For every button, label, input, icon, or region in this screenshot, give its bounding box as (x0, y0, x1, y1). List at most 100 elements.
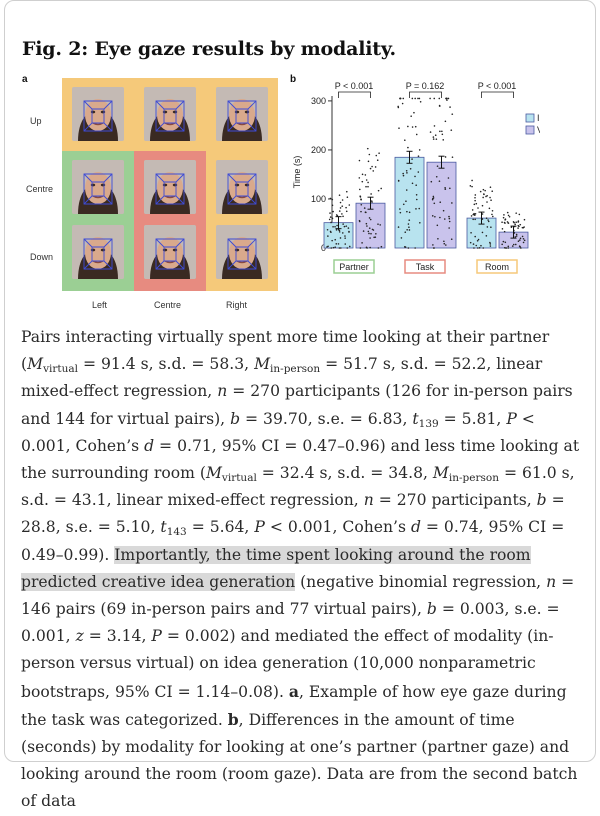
data-point (442, 139, 445, 141)
data-point (515, 233, 518, 236)
col-label-centre: Centre (154, 300, 182, 310)
caption-math: P (506, 409, 517, 428)
data-point (485, 195, 487, 198)
caption-text: < 0.001, Cohen’s (21, 409, 535, 455)
data-point (401, 102, 404, 105)
data-point (367, 181, 369, 184)
data-point (449, 106, 451, 108)
category-label: Task (416, 262, 435, 272)
legend-swatch (525, 113, 535, 123)
data-point (337, 243, 340, 245)
data-point (436, 165, 439, 167)
data-point (481, 213, 484, 215)
data-point (415, 133, 418, 136)
data-point (443, 218, 446, 220)
data-point (368, 227, 371, 229)
data-point (411, 158, 413, 160)
data-point (489, 245, 492, 247)
caption-math: n (546, 572, 557, 591)
data-point (501, 221, 503, 224)
category-box (476, 259, 518, 274)
face-thumbnail (144, 225, 196, 279)
data-point (477, 207, 479, 209)
data-point (405, 169, 408, 172)
data-point (359, 196, 362, 198)
caption-text: = 0.003, s.e. = 0.001, (21, 600, 560, 646)
data-point (403, 246, 406, 248)
data-point (475, 202, 478, 205)
data-point (365, 211, 367, 214)
data-point (344, 237, 346, 239)
data-point (451, 156, 454, 158)
data-point (441, 130, 443, 133)
data-point (484, 189, 486, 192)
data-point (360, 210, 362, 213)
data-point (474, 199, 476, 202)
data-point (361, 180, 364, 183)
gaze-panel: Up Centre Down Left Centre Right (18, 78, 288, 318)
data-point (362, 230, 365, 232)
data-point (471, 185, 473, 188)
data-point (417, 171, 420, 173)
data-point (418, 207, 421, 210)
data-point (335, 243, 338, 245)
data-point (406, 172, 408, 174)
data-point (432, 244, 434, 246)
data-point (407, 146, 409, 149)
data-point (417, 97, 419, 100)
data-point (486, 226, 489, 228)
data-point (331, 239, 333, 242)
data-point (474, 194, 477, 196)
data-point (430, 180, 433, 183)
data-point (375, 232, 377, 235)
data-point (487, 219, 489, 221)
significance-bracket (338, 91, 371, 98)
data-point (415, 193, 418, 196)
data-point (432, 136, 435, 138)
data-point (434, 134, 437, 136)
data-point (360, 198, 362, 201)
p-value-label: P < 0.001 (478, 81, 517, 91)
data-point (438, 105, 441, 107)
data-point (415, 198, 418, 201)
data-point (433, 97, 436, 100)
data-point (433, 247, 435, 249)
data-point (474, 212, 477, 215)
data-point (508, 215, 511, 218)
data-point (506, 211, 509, 214)
data-point (338, 194, 341, 196)
data-point (331, 198, 334, 201)
face-thumbnail (216, 160, 268, 214)
data-point (404, 139, 406, 142)
caption-math: P (151, 627, 162, 646)
data-point (404, 231, 407, 234)
data-point (326, 228, 329, 231)
data-point (514, 223, 516, 226)
data-point (438, 97, 441, 100)
data-point (505, 247, 508, 249)
data-point (480, 244, 482, 247)
data-point (368, 153, 371, 156)
caption-sub: virtual (43, 363, 78, 376)
data-point (432, 138, 435, 140)
data-point (446, 99, 448, 101)
data-point (399, 211, 402, 214)
y-tick-label: 300 (311, 96, 326, 106)
data-point (399, 97, 402, 100)
data-point (510, 226, 513, 229)
data-point (519, 223, 522, 226)
data-point (339, 237, 342, 239)
data-point (518, 225, 520, 228)
data-point (348, 245, 351, 248)
data-point (523, 239, 526, 242)
data-point (377, 247, 380, 249)
data-point (474, 196, 476, 199)
p-value-label: P < 0.001 (335, 81, 374, 91)
caption-text: = 28.8, s.e. = 5.10, (21, 491, 565, 537)
face-thumbnail (216, 87, 268, 141)
data-point (358, 177, 361, 179)
data-point (451, 113, 454, 115)
data-point (336, 224, 338, 227)
data-point (338, 229, 341, 232)
data-point (489, 186, 492, 189)
